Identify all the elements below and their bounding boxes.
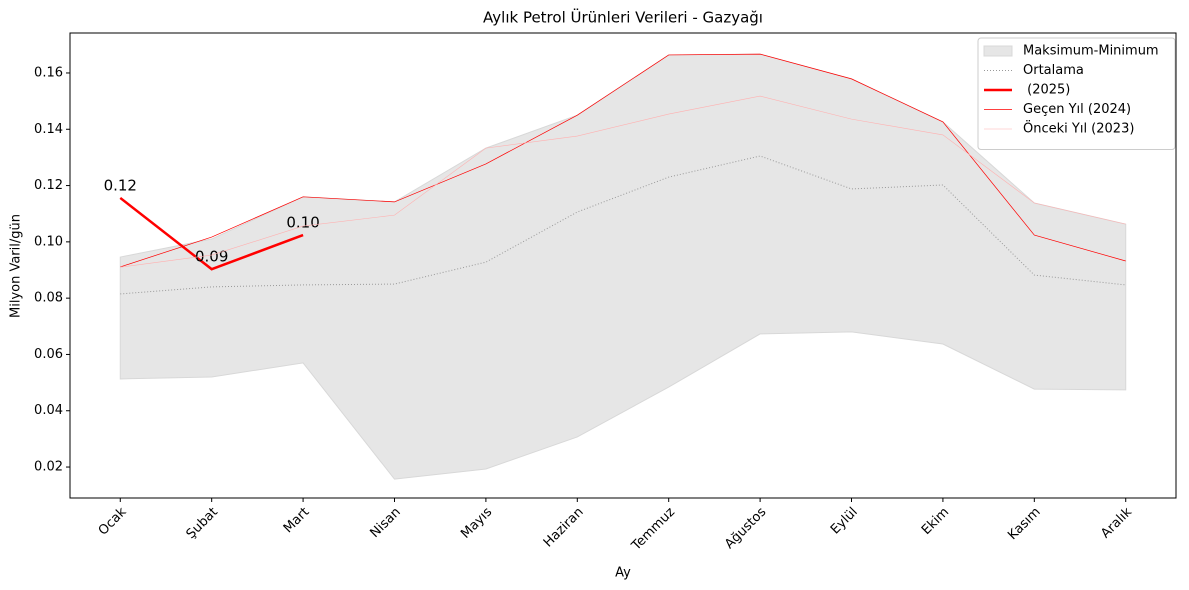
series-line — [119, 196, 304, 271]
x-tick-label: Ağustos — [722, 505, 770, 553]
legend-label: Maksimum-Minimum — [1023, 44, 1159, 59]
y-tick-label: 0.02 — [34, 460, 63, 475]
y-tick-label: 0.16 — [34, 65, 63, 80]
data-label: 0.12 — [104, 176, 137, 194]
x-tick-label: Ekim — [919, 505, 952, 538]
y-tick-label: 0.06 — [34, 347, 63, 362]
y-tick-label: 0.14 — [34, 122, 63, 137]
legend-label: Önceki Yıl (2023) — [1023, 120, 1134, 137]
y-tick-label: 0.10 — [34, 234, 63, 249]
series-line — [120, 53, 1126, 268]
x-tick-label: Mayıs — [458, 505, 495, 542]
legend-label: Ortalama — [1023, 63, 1084, 78]
x-tick-label: Eylül — [828, 505, 861, 538]
legend-label: (2025) — [1023, 83, 1070, 98]
series-line — [120, 95, 1126, 268]
plot-frame — [69, 32, 1177, 499]
y-tick-label: 0.12 — [34, 178, 63, 193]
x-tick-label: Kasım — [1005, 505, 1043, 543]
x-tick-label: Aralık — [1098, 504, 1135, 541]
legend-label: Geçen Yıl (2024) — [1023, 102, 1131, 117]
legend-box — [977, 37, 1176, 150]
x-tick-label: Ocak — [96, 504, 130, 538]
chart-title: Aylık Petrol Ürünleri Verileri - Gazyağı — [483, 8, 763, 27]
y-tick-label: 0.04 — [34, 403, 63, 418]
y-axis-label: Milyon Varil/gün — [9, 214, 24, 318]
x-tick-label: Şubat — [184, 505, 221, 542]
x-tick-label: Temmuz — [628, 505, 678, 555]
x-tick-label: Haziran — [541, 505, 587, 551]
range-band — [119, 53, 1127, 480]
legend-swatch — [983, 45, 1013, 57]
x-tick-label: Nisan — [367, 505, 403, 541]
data-label: 0.10 — [286, 214, 319, 232]
x-axis-label: Ay — [615, 566, 631, 581]
x-tick-label: Mart — [281, 505, 313, 537]
y-tick-label: 0.08 — [34, 291, 63, 306]
